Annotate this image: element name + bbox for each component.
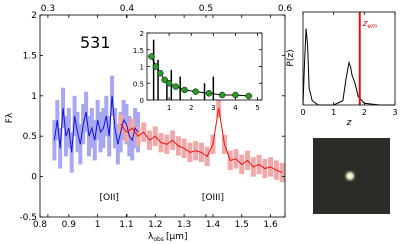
y-tick-label: 0.5	[133, 80, 144, 88]
x-tick-label: 3	[211, 104, 215, 112]
x-tick-label: 0	[300, 108, 305, 117]
x-axis-label: λobs [μm]	[148, 232, 187, 243]
y-tick-label: 1.5	[23, 51, 37, 61]
y-tick-label: 1	[140, 64, 144, 72]
annotation: [OIII]	[202, 193, 224, 203]
annotation: [OII]	[99, 193, 118, 203]
data-point	[152, 63, 160, 70]
x-tick-label: 1	[167, 104, 171, 112]
data-point	[245, 92, 252, 100]
x2-tick-label: 0.6	[278, 4, 293, 14]
thumbnail-source	[343, 169, 357, 183]
y-tick-label: 0	[140, 97, 144, 105]
x-tick-label: 1.2	[148, 220, 162, 230]
x-tick-label: 5	[255, 104, 259, 112]
x-tick-label: 1.5	[235, 220, 249, 230]
x2-tick-label: 0.5	[199, 4, 213, 14]
y-tick-label: 1	[31, 92, 37, 102]
y-axis-label: Fλ	[5, 112, 15, 123]
y-axis-label: P(z)	[286, 49, 296, 66]
spectrum-line	[120, 107, 283, 174]
axes-frame	[302, 11, 396, 106]
z-em-label: zem	[362, 19, 377, 30]
x-label-unit: [μm]	[166, 232, 188, 242]
x-tick-label: 0.9	[62, 220, 77, 230]
y-tick-label: 2	[31, 11, 37, 21]
x-tick-label: 3	[392, 108, 397, 117]
x-tick-label: 1.4	[206, 220, 221, 230]
x-tick-label: 1.1	[119, 220, 133, 230]
x-tick-label: 0.8	[33, 220, 48, 230]
x2-tick-label: 0.3	[41, 4, 55, 14]
x-tick-label: 2	[189, 104, 193, 112]
x2-tick-label: 0.4	[120, 4, 135, 14]
x-label-sub: obs	[153, 236, 164, 243]
pz-curve	[302, 28, 395, 106]
axes-frame	[39, 14, 286, 218]
x-tick-label: 1	[95, 220, 101, 230]
data-point	[205, 90, 213, 97]
y-tick-label: 0	[31, 173, 37, 183]
y-tick-label: 2	[140, 30, 144, 38]
x-tick-label: 1.6	[263, 220, 278, 230]
x-axis-label: z	[346, 118, 352, 128]
y-tick-label: 0.5	[23, 132, 37, 142]
data-point	[148, 53, 155, 60]
object-id: 531	[80, 33, 111, 52]
data-point	[165, 80, 173, 87]
x-tick-label: 1	[331, 108, 336, 117]
x-tick-label: 2	[362, 108, 367, 117]
z-em-symbol: z	[362, 19, 368, 29]
data-point	[192, 88, 199, 95]
x-tick-label: 1.3	[177, 220, 191, 230]
y-tick-label: -0.5	[19, 213, 37, 223]
x-tick-label: 4	[233, 104, 238, 112]
data-point	[157, 69, 164, 77]
data-point	[172, 83, 179, 90]
z-em-sub: em	[367, 23, 377, 30]
spectrum-line	[53, 95, 139, 153]
data-point	[161, 76, 168, 84]
y-tick-label: 1.5	[133, 47, 144, 55]
x-label-symbol: λ	[148, 232, 154, 242]
data-point	[181, 86, 188, 94]
data-point	[218, 91, 226, 99]
